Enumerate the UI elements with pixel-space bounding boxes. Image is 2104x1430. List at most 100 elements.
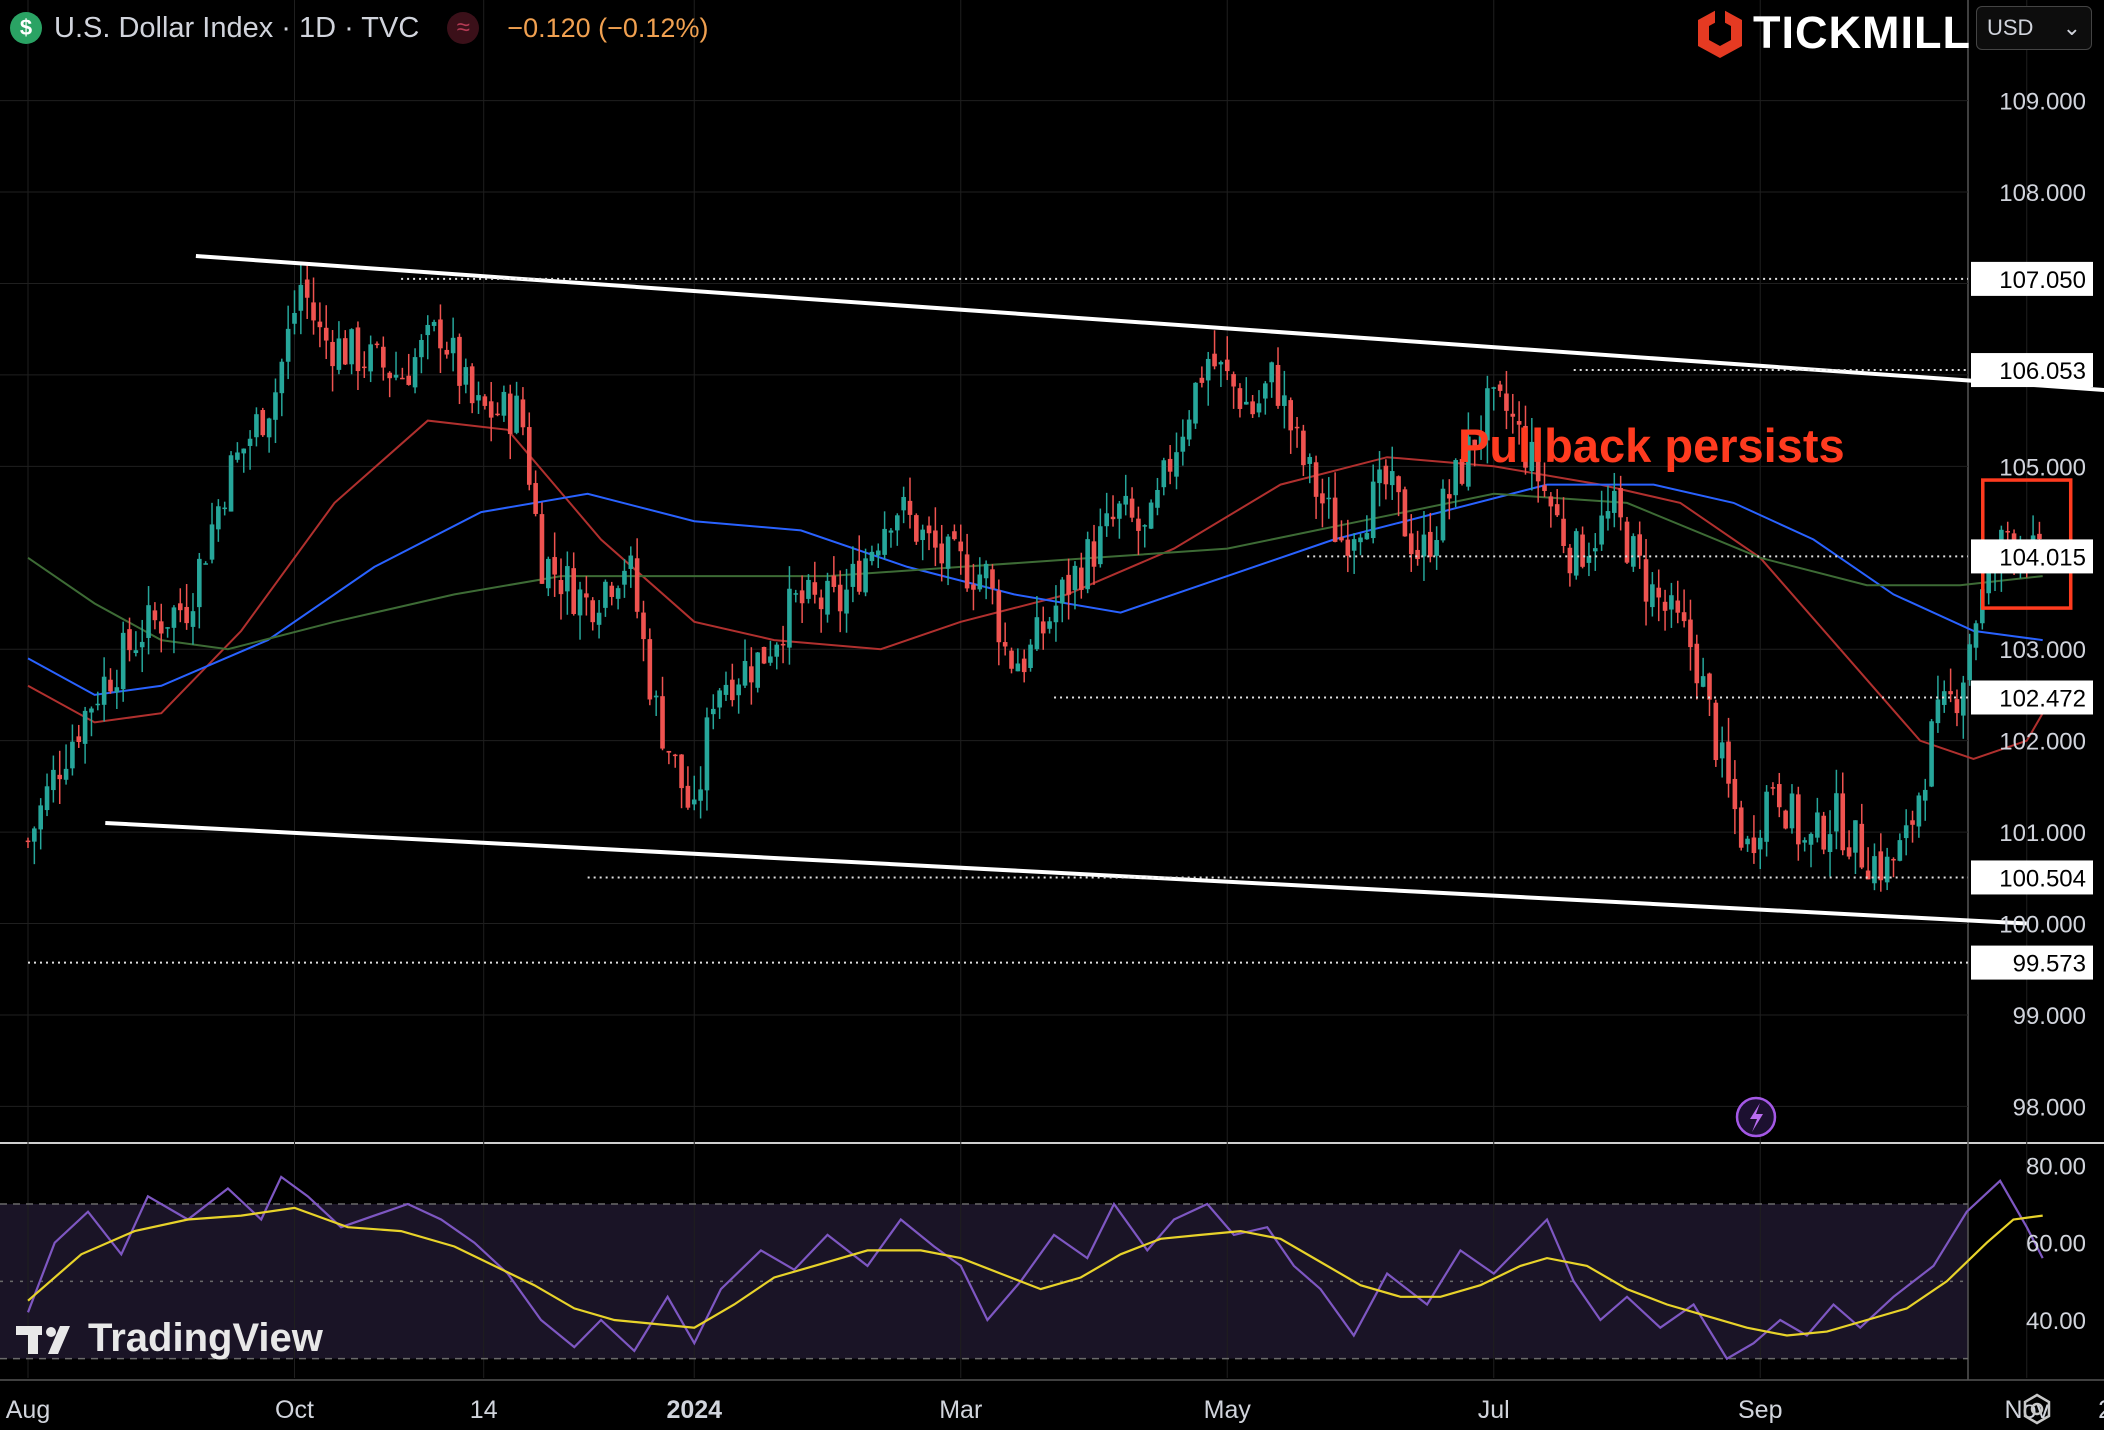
candle-body	[565, 566, 570, 592]
settings-gear-icon[interactable]	[2020, 1392, 2054, 1426]
candle-body	[1434, 540, 1439, 556]
candle-body	[552, 557, 557, 575]
currency-select[interactable]: USD ⌄	[1976, 6, 2092, 50]
candle-body	[273, 392, 278, 420]
candle-body	[1789, 793, 1795, 829]
candle-body	[1872, 856, 1877, 884]
candle-body	[1294, 426, 1300, 429]
wave-icon[interactable]: ≈	[447, 12, 480, 44]
candle-body	[1256, 403, 1262, 413]
candle-body	[558, 580, 564, 595]
candle-body	[1079, 567, 1084, 590]
price-level-badge	[1971, 261, 2093, 296]
candle-body	[1751, 837, 1757, 854]
candle-body	[317, 321, 323, 328]
candle-body	[450, 337, 456, 354]
candle-body	[1104, 513, 1109, 527]
candle-body	[577, 589, 583, 616]
price-level-label: 104.015	[1999, 544, 2086, 571]
symbol-header: $ U.S. Dollar Index · 1D · TVC ≈ −0.120 …	[10, 6, 708, 50]
candle-body	[120, 632, 126, 690]
candle-body	[1275, 364, 1281, 406]
candle-body	[241, 448, 247, 454]
candle-body	[717, 690, 722, 708]
candle-body	[1370, 481, 1376, 539]
candle-body	[1224, 359, 1230, 372]
candle-body	[685, 785, 691, 808]
time-axis[interactable]: AugOct142024MarMayJulSepNov20	[6, 1396, 2104, 1424]
price-tick-label: 98.000	[2013, 1094, 2086, 1121]
price-axis[interactable]: 109.000 108.000 105.000 103.000 102.000 101.0…	[1971, 89, 2093, 1122]
candle-body	[1332, 497, 1338, 542]
candle-body	[51, 769, 56, 791]
brand-name: TICKMILL	[1753, 7, 1971, 58]
price-level-badge	[1971, 860, 2093, 895]
candle-body	[806, 579, 811, 599]
candle-body	[1015, 663, 1021, 672]
candle-body	[76, 736, 82, 743]
candle-body	[501, 391, 507, 416]
candle-body	[875, 550, 881, 556]
candle-body	[400, 377, 405, 380]
candle-body	[1263, 383, 1268, 399]
time-tick-label: Sep	[1738, 1396, 1782, 1424]
candle-body	[1827, 834, 1833, 853]
candle-body	[482, 396, 488, 406]
candle-body	[495, 413, 500, 416]
candle-body	[177, 603, 183, 611]
candle-body	[1072, 565, 1078, 591]
candle-body	[1091, 541, 1097, 567]
candle-body	[1935, 699, 1941, 724]
tradingview-logo-icon	[16, 1325, 70, 1354]
candle-body	[197, 558, 202, 608]
candle-body	[768, 656, 773, 663]
alert-icon[interactable]	[1735, 1096, 1777, 1138]
candle-body	[933, 530, 938, 548]
candle-body	[1269, 362, 1274, 383]
candle-body	[2037, 533, 2042, 540]
price-level-badge	[1971, 945, 2093, 980]
candle-body	[419, 339, 424, 358]
candle-body	[882, 528, 887, 555]
candle-body	[1389, 471, 1395, 486]
candle-body	[25, 840, 31, 843]
candle-body	[1910, 820, 1915, 825]
symbol-title[interactable]: U.S. Dollar Index · 1D · TVC	[54, 11, 420, 44]
candle-body	[1440, 488, 1446, 541]
rsi-tick-label: 80.00	[2026, 1153, 2086, 1180]
price-level-badge	[1971, 353, 2093, 388]
candle-body	[914, 515, 919, 542]
candle-body	[1085, 539, 1090, 590]
candle-body	[514, 395, 519, 433]
candle-body	[971, 584, 976, 590]
candle-body	[818, 597, 824, 610]
price-candles	[25, 263, 2042, 892]
candle-body	[1694, 643, 1700, 684]
candle-body	[292, 312, 297, 324]
price-level-label: 107.050	[1999, 267, 2086, 294]
candle-body	[1066, 574, 1071, 595]
candle-body	[1510, 413, 1516, 417]
candle-body	[1815, 812, 1820, 838]
candle-body	[1383, 465, 1389, 485]
candle-body	[1656, 587, 1662, 598]
rsi-axis[interactable]: 80.00 60.00 40.00	[2026, 1153, 2086, 1335]
candle-body	[1174, 452, 1179, 477]
candle-body	[1599, 515, 1604, 545]
candle-body	[1821, 815, 1827, 850]
candle-body	[1783, 810, 1788, 829]
candle-body	[82, 710, 88, 744]
candle-body	[749, 666, 754, 683]
candle-body	[457, 336, 462, 386]
price-level-lines	[28, 277, 1968, 964]
candle-body	[1472, 439, 1478, 449]
rsi-tick-label: 40.00	[2026, 1308, 2086, 1335]
candle-body	[1707, 673, 1712, 700]
candle-body	[755, 652, 761, 688]
candle-body	[1948, 691, 1953, 695]
candle-body	[127, 629, 132, 651]
candle-body	[1891, 858, 1896, 861]
candle-body	[1218, 362, 1224, 365]
currency-value: USD	[1987, 15, 2034, 40]
